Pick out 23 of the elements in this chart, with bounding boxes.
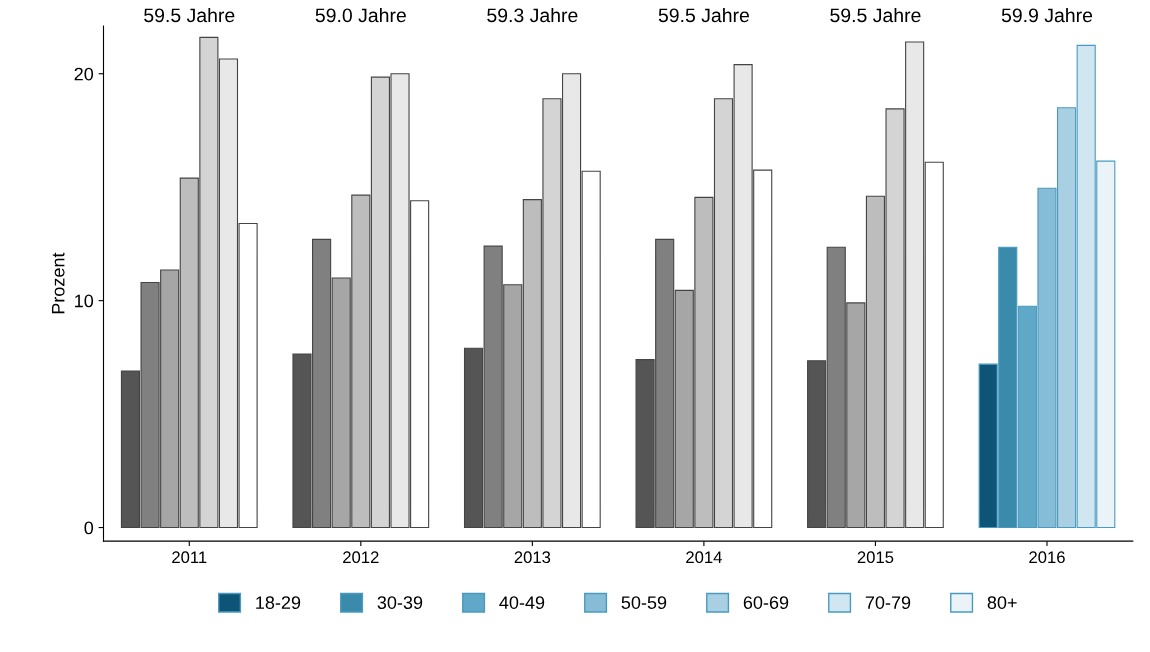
- y-tick-label: 0: [84, 521, 94, 535]
- text: 59.0 Jahre: [315, 7, 406, 23]
- x-tick-label: 2012: [343, 551, 379, 564]
- legend-label: 18-29: [256, 596, 301, 609]
- text: 59.9 Jahre: [1001, 7, 1093, 23]
- x-tick-label: 2013: [514, 551, 551, 564]
- text: 59.5 Jahre: [144, 7, 235, 23]
- x-tick-label: 2015: [857, 551, 894, 564]
- legend-label: 70-79: [865, 596, 911, 609]
- text: 59.5 Jahre: [658, 7, 749, 23]
- x-tick-label: 2011: [172, 551, 207, 564]
- text: 59.5 Jahre: [830, 7, 921, 23]
- y-tick-label: 20: [74, 67, 94, 81]
- legend-label: 40-49: [499, 596, 545, 609]
- legend-label: 60-69: [743, 596, 789, 609]
- text: 59.3 Jahre: [487, 7, 578, 23]
- x-tick-label: 2014: [686, 551, 722, 564]
- y-axis-title: Prozent: [51, 252, 65, 314]
- x-tick-label: 2016: [1029, 551, 1065, 564]
- legend-label: 30-39: [377, 596, 423, 609]
- legend-label: 80+: [987, 596, 1017, 609]
- y-tick-label: 10: [75, 294, 94, 308]
- legend-label: 50-59: [621, 596, 667, 609]
